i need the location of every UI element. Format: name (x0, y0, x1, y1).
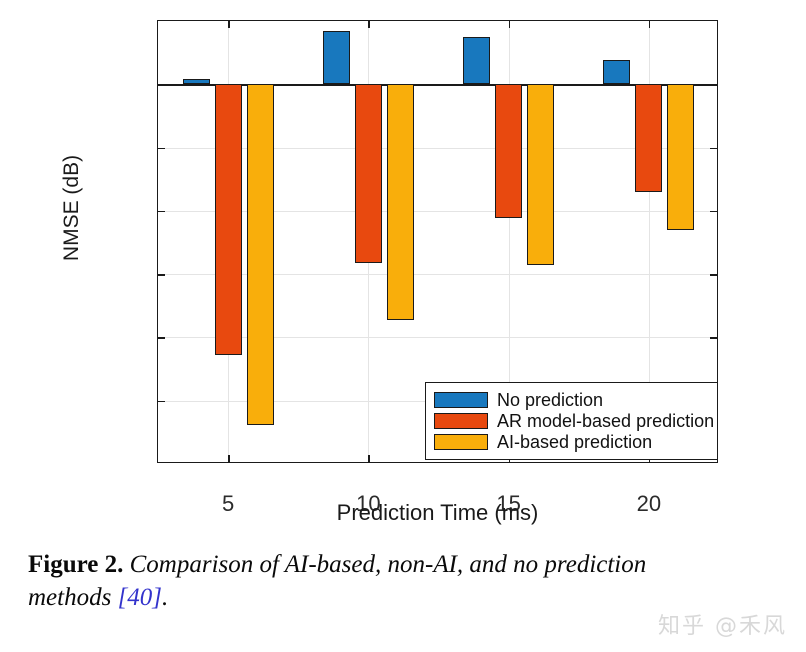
bar (495, 84, 523, 219)
watermark: 知乎 @禾风 (658, 614, 787, 639)
x-tick-mark (368, 455, 370, 462)
x-tick-label: 10 (356, 491, 381, 516)
chart-legend: No prediction AR model-based prediction … (425, 382, 718, 460)
x-tick-label: 20 (636, 491, 662, 516)
x-tick-mark (228, 455, 230, 462)
bar (322, 31, 350, 85)
x-gridline (648, 21, 650, 462)
legend-label: AR model-based prediction (497, 410, 715, 431)
caption-reference[interactable]: [40] (117, 584, 163, 611)
bar (603, 60, 631, 85)
figure-chart: NMSE (dB) 50-5-10-15-20-25-305101520 Pre… (60, 20, 718, 525)
y-tick-mark (158, 400, 165, 403)
y-tick-mark (710, 210, 717, 213)
legend-swatch-no-prediction (434, 391, 488, 408)
caption-text: Comparison of AI-based, non-AI, and no p… (28, 551, 647, 611)
legend-label: AI-based prediction (497, 431, 653, 452)
bar (386, 84, 414, 320)
y-gridline (158, 274, 717, 276)
x-tick-label: 15 (496, 491, 521, 516)
y-tick-mark (158, 147, 165, 149)
y-tick-mark (158, 337, 165, 339)
y-tick-mark (158, 274, 165, 276)
caption-figure-number: Figure 2. (28, 551, 124, 578)
legend-item: AR model-based prediction (434, 410, 714, 431)
bar (527, 84, 555, 266)
x-tick-mark (648, 21, 651, 28)
y-gridline (158, 337, 717, 339)
legend-swatch-ar-model-based-prediction (434, 412, 488, 429)
bar (182, 79, 210, 85)
y-tick-mark (710, 337, 717, 339)
x-tick-mark (508, 21, 511, 28)
caption-period: . (162, 584, 169, 611)
legend-swatch-ai-based-prediction (434, 433, 488, 450)
y-axis-title: NMSE (dB) (60, 154, 83, 262)
legend-label: No prediction (497, 389, 604, 410)
bar (246, 84, 274, 425)
legend-item: No prediction (434, 389, 709, 410)
bar (354, 84, 382, 263)
y-tick-mark (158, 210, 165, 213)
figure-caption: Figure 2. Comparison of AI-based, non-AI… (28, 548, 648, 614)
y-gridline (158, 210, 717, 212)
bar (667, 84, 695, 230)
bar (635, 84, 663, 192)
bar (463, 37, 491, 85)
x-tick-mark (368, 21, 370, 28)
bar (214, 84, 242, 356)
y-tick-mark (710, 147, 717, 149)
x-gridline (508, 21, 510, 462)
x-tick-label: 5 (222, 491, 235, 516)
legend-item: AI-based prediction (434, 431, 709, 452)
y-tick-mark (710, 274, 717, 276)
x-tick-mark (228, 21, 230, 28)
zero-axis-line (158, 84, 717, 86)
x-axis-title: Prediction Time (ms) (336, 500, 539, 525)
y-gridline (158, 147, 717, 149)
